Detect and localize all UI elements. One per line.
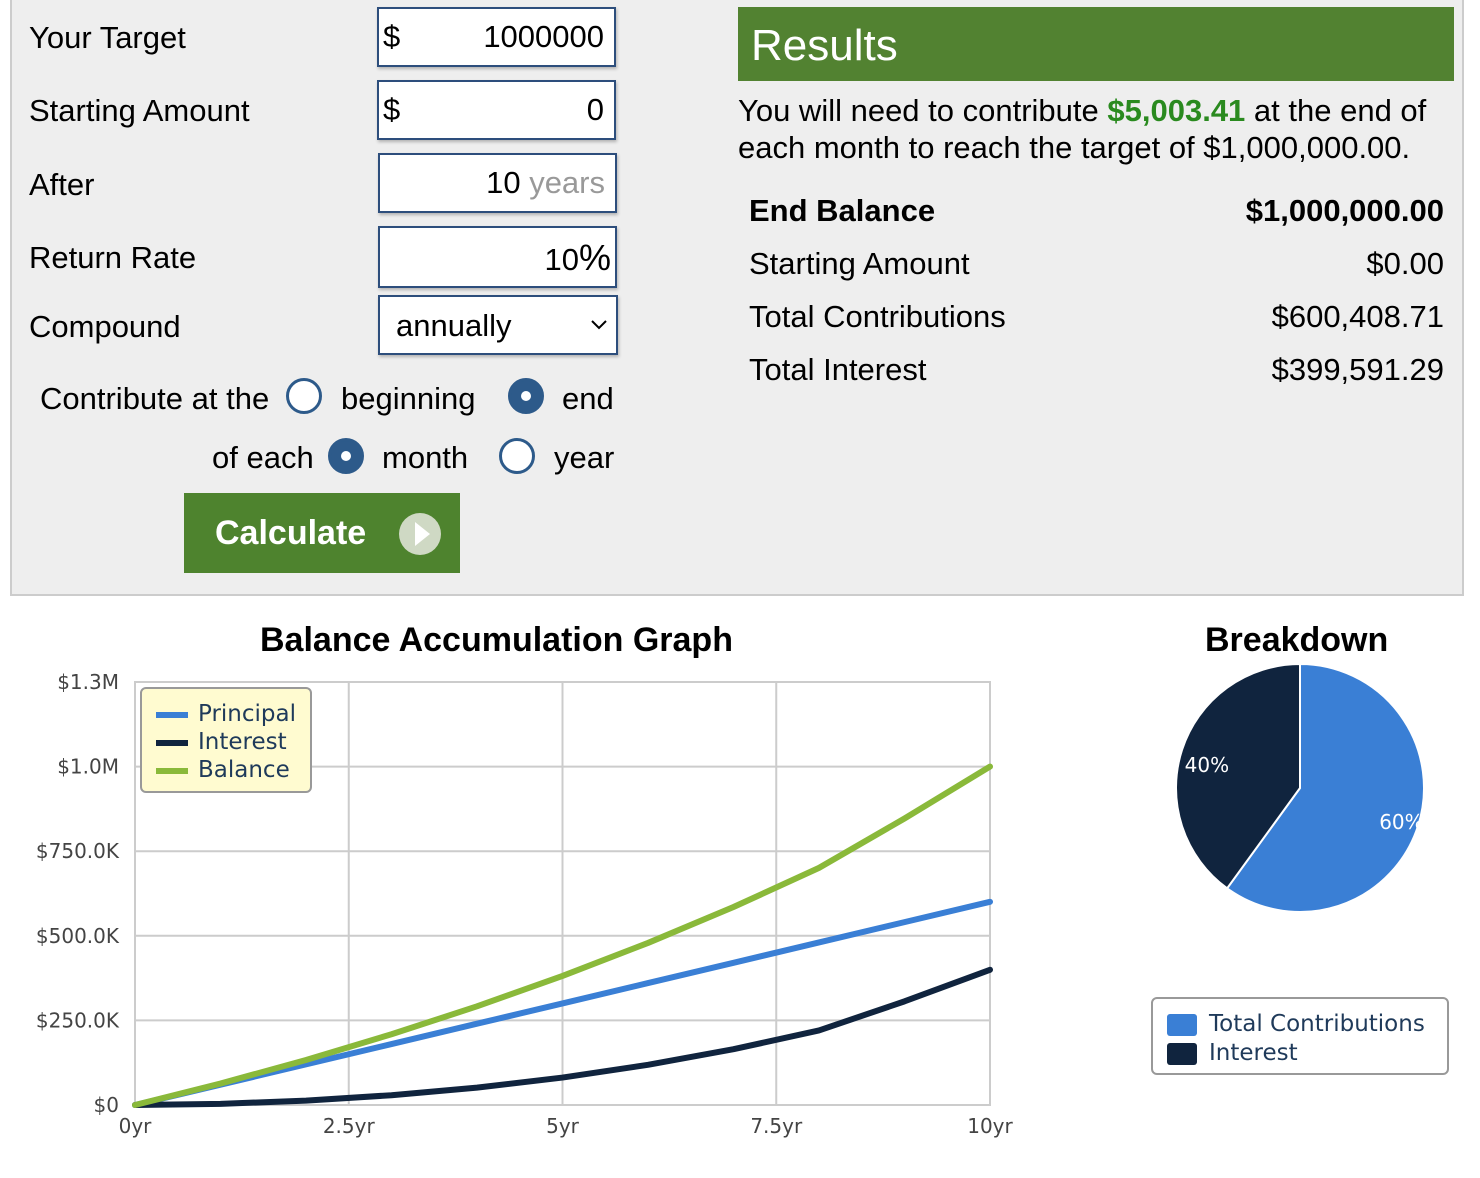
- y-tick-label: $250.0K: [36, 1008, 120, 1032]
- calculate-button[interactable]: Calculate: [184, 493, 460, 573]
- y-tick-label: $500.0K: [36, 924, 120, 948]
- return-rate-input[interactable]: 10%: [378, 226, 617, 288]
- total-interest-label: Total Interest: [749, 352, 927, 387]
- legend-interest-label: Interest: [198, 729, 287, 755]
- summary-text-post: at the end of each month to reach the ta…: [738, 93, 1427, 165]
- x-tick-label: 2.5yr: [323, 1114, 376, 1138]
- pie-chart-legend: Total Contributions Interest: [1151, 997, 1449, 1075]
- radio-end[interactable]: [508, 378, 544, 414]
- legend-interest-pie[interactable]: Interest: [1167, 1040, 1298, 1066]
- compound-label: Compound: [29, 309, 181, 344]
- radio-month[interactable]: [328, 438, 364, 474]
- y-tick-label: $1.3M: [57, 670, 119, 694]
- legend-balance[interactable]: Balance: [156, 757, 290, 783]
- total-contributions-label: Total Contributions: [749, 299, 1006, 334]
- years-input[interactable]: 10 years: [378, 153, 617, 213]
- of-each-label: of each: [212, 440, 314, 475]
- line-chart-legend: Principal Interest Balance: [140, 687, 312, 793]
- legend-interest[interactable]: Interest: [156, 729, 287, 755]
- chevron-down-icon: [591, 320, 607, 330]
- interest-pie-swatch: [1167, 1042, 1197, 1065]
- years-value: 10: [486, 165, 521, 200]
- calculate-label: Calculate: [215, 514, 367, 552]
- legend-interest-pie-label: Interest: [1209, 1040, 1298, 1066]
- results-title: Results: [751, 21, 898, 70]
- compound-select[interactable]: annually: [378, 295, 618, 355]
- result-starting-label: Starting Amount: [749, 246, 970, 281]
- contributions-swatch: [1167, 1013, 1197, 1036]
- legend-balance-label: Balance: [198, 757, 290, 783]
- pie-slice-contributions[interactable]: [1225, 662, 1425, 913]
- percent-unit: %: [578, 237, 611, 278]
- monthly-contribution: $5,003.41: [1107, 93, 1246, 128]
- x-tick-label: 7.5yr: [750, 1114, 803, 1138]
- return-rate-label: Return Rate: [29, 240, 197, 275]
- interest-line: [132, 966, 993, 1108]
- results-header: Results: [738, 7, 1454, 81]
- principal-line: [132, 898, 993, 1108]
- x-tick-label: 10yr: [967, 1114, 1013, 1138]
- end-balance-label: End Balance: [749, 193, 936, 228]
- dollar-prefix: $: [383, 19, 401, 54]
- compound-selected-value: annually: [396, 308, 512, 343]
- target-label: Your Target: [29, 20, 186, 55]
- summary-text-pre: You will need to contribute: [738, 93, 1108, 128]
- interest-swatch: [156, 739, 188, 746]
- y-tick-label: $750.0K: [36, 839, 120, 863]
- beginning-label: beginning: [341, 381, 476, 416]
- total-interest-value: $399,591.29: [1271, 352, 1444, 387]
- play-arrow-icon: [399, 513, 441, 555]
- legend-principal-label: Principal: [198, 701, 297, 727]
- pie-label-interest: 40%: [1185, 753, 1229, 777]
- pie-chart-title: Breakdown: [1205, 621, 1389, 659]
- pie-label-contributions: 60%: [1379, 810, 1423, 834]
- starting-amount-value: 0: [586, 92, 604, 127]
- principal-swatch: [156, 711, 188, 718]
- starting-amount-label: Starting Amount: [29, 93, 250, 128]
- pie-slice-interest[interactable]: [1175, 662, 1301, 890]
- breakdown-pie-chart: 60% 40%: [1175, 662, 1425, 913]
- balance-swatch: [156, 767, 188, 774]
- balance-line: [132, 763, 993, 1108]
- starting-amount-input[interactable]: $ 0: [377, 80, 616, 140]
- total-contributions-value: $600,408.71: [1271, 299, 1444, 334]
- rate-value: 10: [544, 242, 579, 277]
- legend-total-contributions[interactable]: Total Contributions: [1167, 1011, 1425, 1037]
- year-label: year: [554, 440, 615, 475]
- y-tick-label: $0: [94, 1093, 119, 1117]
- x-tick-label: 5yr: [546, 1114, 580, 1138]
- radio-year[interactable]: [499, 438, 535, 474]
- radio-beginning[interactable]: [286, 378, 322, 414]
- legend-principal[interactable]: Principal: [156, 701, 296, 727]
- x-tick-label: 0yr: [119, 1114, 153, 1138]
- y-tick-label: $1.0M: [57, 755, 119, 779]
- end-balance-value: $1,000,000.00: [1245, 193, 1444, 228]
- target-value: 1000000: [483, 19, 604, 54]
- result-starting-value: $0.00: [1366, 246, 1444, 281]
- end-label: end: [562, 381, 614, 416]
- legend-contributions-label: Total Contributions: [1209, 1011, 1425, 1037]
- dollar-prefix: $: [383, 92, 401, 127]
- contribute-at-label: Contribute at the: [40, 381, 270, 416]
- target-input[interactable]: $ 1000000: [377, 7, 616, 67]
- after-label: After: [29, 167, 95, 202]
- results-summary: You will need to contribute $5,003.41 at…: [738, 92, 1458, 166]
- month-label: month: [382, 440, 469, 475]
- line-chart-title: Balance Accumulation Graph: [260, 621, 733, 659]
- years-unit: years: [529, 165, 605, 200]
